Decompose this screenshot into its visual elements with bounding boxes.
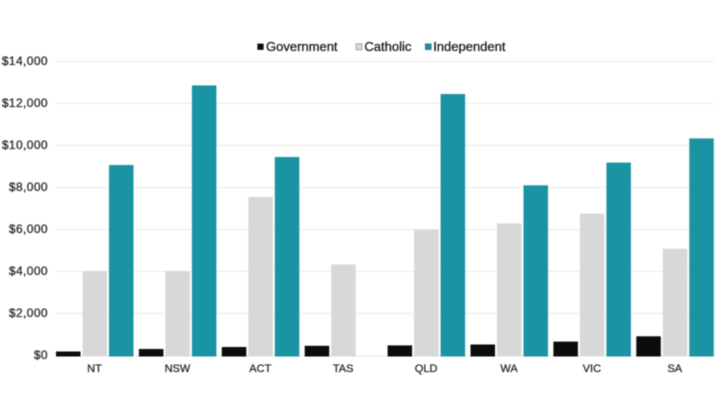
- svg-text:$4,000: $4,000: [9, 264, 48, 278]
- svg-text:NT: NT: [87, 363, 102, 375]
- svg-text:TAS: TAS: [333, 363, 354, 375]
- svg-text:NSW: NSW: [165, 363, 191, 375]
- svg-text:Government: Government: [266, 39, 338, 54]
- svg-text:$2,000: $2,000: [9, 306, 48, 320]
- svg-text:$0: $0: [34, 348, 48, 362]
- svg-text:Catholic: Catholic: [364, 39, 411, 54]
- svg-text:VIC: VIC: [583, 363, 601, 375]
- svg-text:$10,000: $10,000: [2, 138, 48, 152]
- svg-text:Independent: Independent: [433, 39, 506, 54]
- svg-text:$6,000: $6,000: [9, 222, 48, 236]
- svg-text:QLD: QLD: [415, 363, 438, 375]
- svg-text:WA: WA: [500, 363, 518, 375]
- svg-text:SA: SA: [667, 363, 682, 375]
- svg-text:$14,000: $14,000: [2, 54, 48, 68]
- svg-text:ACT: ACT: [249, 363, 271, 375]
- svg-text:$8,000: $8,000: [9, 180, 48, 194]
- svg-text:$12,000: $12,000: [2, 96, 48, 110]
